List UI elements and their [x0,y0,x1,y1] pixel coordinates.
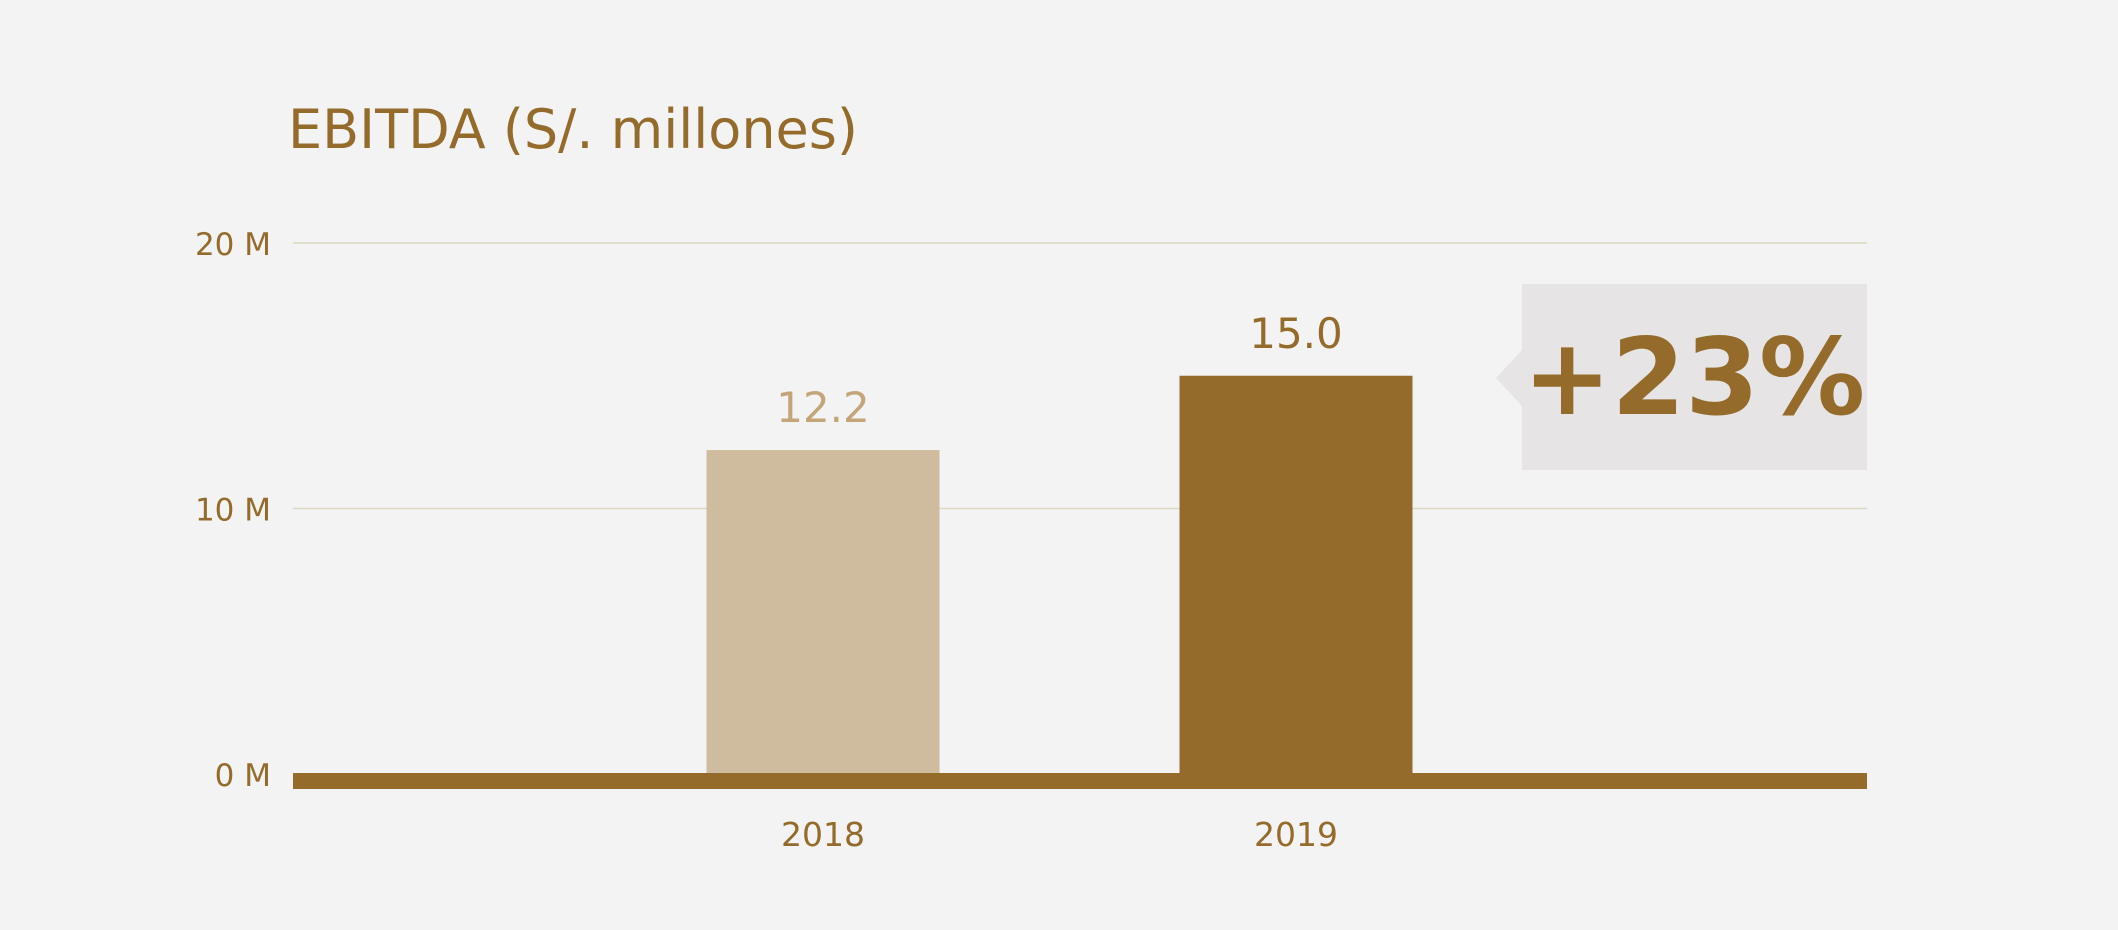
callout-box [1496,284,1867,470]
x-tick-label: 2018 [781,815,865,854]
y-tick-label: 20 M [195,227,271,263]
data-label-2018: 12.2 [776,383,870,432]
chart-title: EBITDA (S/. millones) [288,98,858,161]
data-label-2019: 15.0 [1249,309,1343,358]
x-tick-label: 2019 [1254,815,1338,854]
y-tick-label: 10 M [195,493,271,529]
x-axis-baseline [293,773,1867,789]
bar-2018 [706,450,940,774]
x-axis-labels: 2018 2019 [781,815,1338,854]
y-tick-label: 0 M [215,758,271,794]
bar-2019 [1179,375,1413,774]
bars [706,375,1413,774]
callout-percentage: +23% [1523,316,1866,439]
gridlines [293,242,1867,510]
y-axis-ticks: 0 M 10 M 20 M [195,227,271,794]
data-labels: 12.2 15.0 [776,309,1343,432]
growth-callout: +23% [1496,284,1867,470]
